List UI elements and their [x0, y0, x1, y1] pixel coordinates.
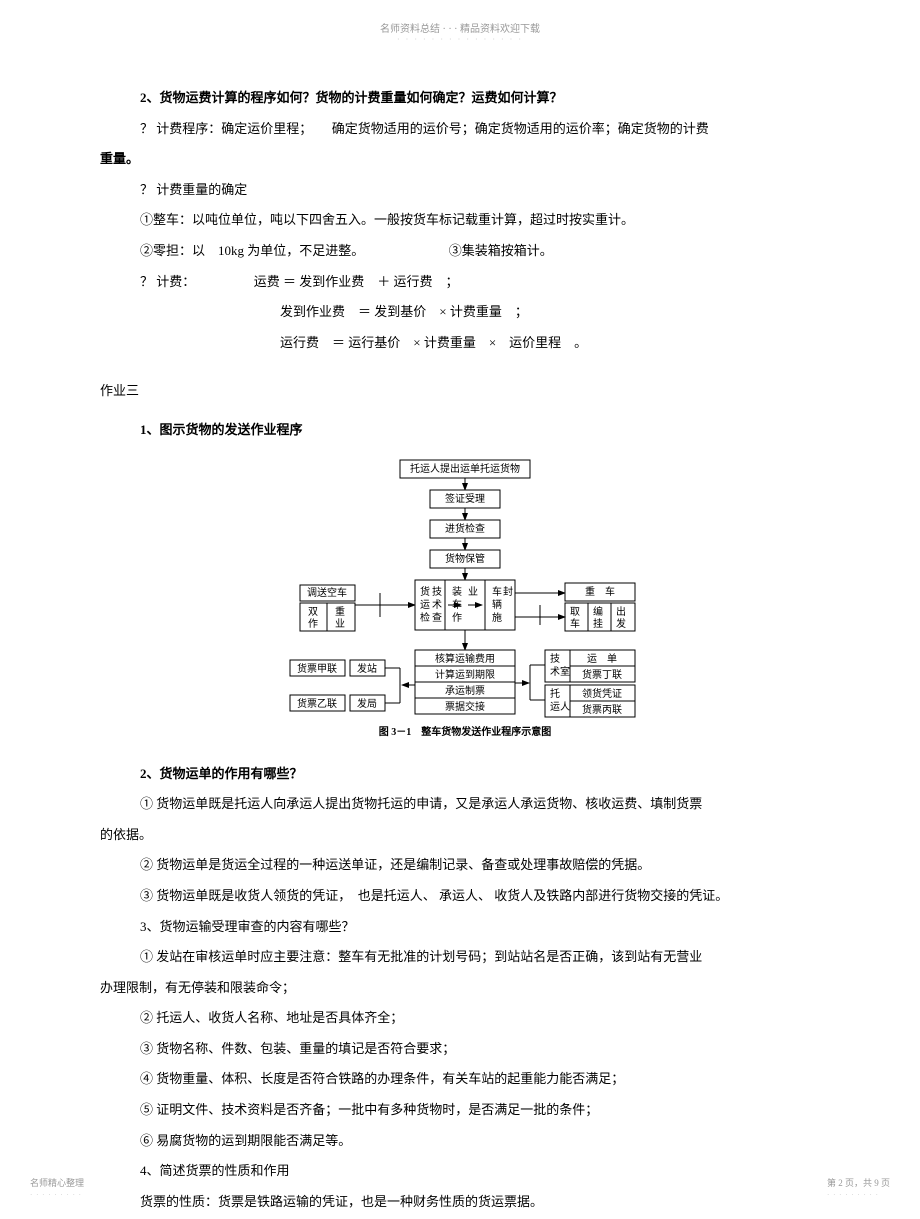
q3-3-line2: 办理限制，有无停装和限装命令； [100, 974, 820, 1003]
header-dots: · · · · · · · · · · · · · · · [0, 35, 920, 44]
svg-text:货: 货 [420, 585, 430, 598]
svg-text:运: 运 [420, 599, 430, 611]
q2-line5: ②零担：以 10kg 为单位，不足进整。 ③集装箱按箱计。 [100, 237, 820, 266]
flow-n4: 货物保管 [445, 552, 485, 565]
q3-3-line5: ④ 货物重量、体积、长度是否符合铁路的办理条件，有关车站的起重能力能否满足； [100, 1065, 820, 1094]
q3-4-title: 4、简述货票的性质和作用 [100, 1157, 820, 1186]
svg-text:车: 车 [492, 585, 502, 598]
svg-text:发: 发 [616, 617, 626, 630]
q3-2-title: 2、货物运单的作用有哪些？ [100, 760, 820, 789]
flow-n12b: 领货凭证 [582, 687, 622, 700]
svg-text:术: 术 [432, 599, 442, 611]
q3-3-line6: ⑤ 证明文件、技术资料是否齐备；一批中有多种货物时，是否满足一批的条件； [100, 1096, 820, 1125]
footer-right: 第 2 页，共 9 页 · · · · · · · · · [827, 1176, 890, 1199]
svg-text:运: 运 [550, 701, 560, 713]
q3-2-line2: 的依据。 [100, 821, 820, 850]
flow-n10c: 承运制票 [445, 684, 485, 697]
q3-3-title: 3、货物运输受理审查的内容有哪些？ [100, 913, 820, 942]
flow-n10d: 票据交接 [445, 700, 485, 713]
svg-text:挂: 挂 [593, 617, 603, 630]
svg-text:重: 重 [335, 605, 345, 618]
q2-line2: 重量。 [100, 145, 820, 174]
svg-text:室: 室 [560, 665, 570, 678]
svg-text:封: 封 [503, 585, 513, 598]
svg-text:查: 查 [432, 611, 442, 624]
svg-text:人: 人 [560, 701, 570, 713]
flow-n10a: 核算运输费用 [435, 652, 495, 665]
svg-text:托: 托 [550, 687, 560, 700]
section3-title: 作业三 [100, 377, 820, 406]
flowchart-svg: 托运人提出运单托运货物 签证受理 进货检查 货物保管 调送空车 双 作 重 业 [220, 455, 700, 750]
q3-2-line4: ③ 货物运单既是收货人领货的凭证， 也是托运人、 承运人、 收货人及铁路内部进行… [100, 882, 820, 911]
footer-right-text: 第 2 页，共 9 页 [827, 1178, 890, 1188]
flow-n5a: 调送空车 [307, 586, 347, 599]
svg-text:施: 施 [492, 611, 502, 624]
svg-text:术: 术 [550, 666, 560, 678]
flow-n11b: 运 单 [587, 653, 617, 665]
q3-2-line1: ① 货物运单既是托运人向承运人提出货物托运的申请，又是承运人承运货物、核收运费、… [100, 790, 820, 819]
svg-text:取: 取 [570, 606, 580, 618]
flow-n7: 重 车 [585, 585, 615, 598]
svg-text:技: 技 [432, 585, 442, 598]
footer-right-dots: · · · · · · · · · [827, 1191, 879, 1199]
flow-n1: 托运人提出运单托运货物 [410, 462, 520, 475]
svg-text:技: 技 [550, 652, 560, 665]
flow-n10b: 计算运到期限 [435, 668, 495, 681]
q2-line3: ？ 计费重量的确定 [100, 176, 820, 205]
flow-n8b: 发站 [357, 662, 377, 675]
footer-left: 名师精心整理 · · · · · · · · · [30, 1176, 84, 1199]
q3-3-line4: ③ 货物名称、件数、包装、重量的填记是否符合要求； [100, 1035, 820, 1064]
svg-text:作: 作 [452, 612, 462, 624]
svg-text:辆: 辆 [492, 598, 502, 611]
flow-n3: 进货检查 [445, 522, 485, 535]
q3-3-line3: ② 托运人、收货人名称、地址是否具体齐全； [100, 1004, 820, 1033]
q2-line6: ？ 计费： 运费 ＝ 发到作业费 ＋ 运行费 ； [100, 268, 820, 297]
svg-text:双: 双 [308, 606, 318, 618]
flow-n9a: 货票乙联 [297, 697, 337, 710]
svg-text:作: 作 [308, 618, 318, 630]
svg-text:业: 业 [468, 586, 478, 598]
q2-title: 2、货物运费计算的程序如何？货物的计费重量如何确定？运费如何计算？ [100, 84, 820, 113]
q2-line1: ？ 计费程序：确定运价里程； 确定货物适用的运价号；确定货物适用的运价率；确定货… [100, 115, 820, 144]
q3-3-line1: ① 发站在审核运单时应主要注意：整车有无批准的计划号码；到站站名是否正确，该到站… [100, 943, 820, 972]
document-content: 2、货物运费计算的程序如何？货物的计费重量如何确定？运费如何计算？ ？ 计费程序… [0, 44, 920, 1216]
flow-n8a: 货票甲联 [297, 662, 337, 675]
q3-3-line7: ⑥ 易腐货物的运到期限能否满足等。 [100, 1127, 820, 1156]
q2-line4: ①整车：以吨位单位，吨以下四舍五入。一般按货车标记载重计算，超过时按实重计。 [100, 206, 820, 235]
flow-n2: 签证受理 [445, 492, 485, 505]
q3-4-line1: 货票的性质：货票是铁路运输的凭证，也是一种财务性质的货运票据。 [100, 1188, 820, 1217]
flow-n11c: 货票丁联 [582, 668, 622, 681]
svg-text:业: 业 [335, 618, 345, 630]
svg-text:编: 编 [593, 605, 603, 618]
svg-text:出: 出 [616, 605, 626, 618]
header-text: 名师资料总结 · · · 精品资料欢迎下载 [380, 24, 540, 35]
q2-line7: 发到作业费 ＝ 发到基价 × 计费重量 ； [100, 298, 820, 327]
footer-left-dots: · · · · · · · · · [30, 1191, 82, 1199]
svg-text:车: 车 [570, 617, 580, 630]
page-header: 名师资料总结 · · · 精品资料欢迎下载 [0, 0, 920, 35]
q3-2-line3: ② 货物运单是货运全过程的一种运送单证，还是编制记录、备查或处理事故赔偿的凭据。 [100, 851, 820, 880]
flow-n12c: 货票丙联 [582, 703, 622, 716]
flow-caption: 图 3－1 整车货物发送作业程序示意图 [379, 725, 552, 738]
q2-line8: 运行费 ＝ 运行基价 × 计费重量 × 运价里程 。 [100, 329, 820, 358]
flowchart-container: 托运人提出运单托运货物 签证受理 进货检查 货物保管 调送空车 双 作 重 业 [100, 455, 820, 750]
q3-1-title: 1、图示货物的发送作业程序 [100, 416, 820, 445]
svg-text:检: 检 [420, 611, 430, 624]
footer-left-text: 名师精心整理 [30, 1178, 84, 1188]
svg-text:装: 装 [452, 585, 462, 598]
flow-n9b: 发局 [357, 697, 377, 710]
